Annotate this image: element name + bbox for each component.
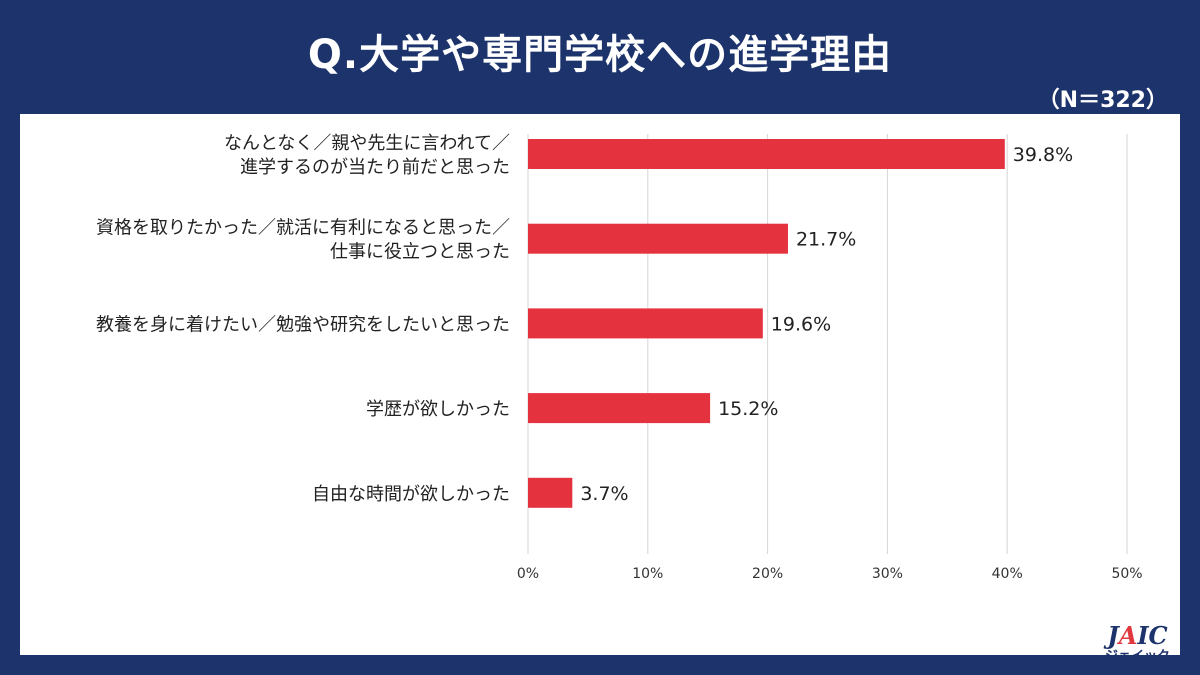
chart-panel: 0% 10% 20% 30% 40% 50% 39.8% なんとなく／親や先生に言われて／進学… (20, 114, 1180, 655)
category-label: 資格を取りたかった／就活に有利になると思った／仕事に役立つと思った (96, 218, 510, 263)
x-tick-label: 20% (752, 566, 783, 582)
category-label: なんとなく／親や先生に言われて／進学するのが当たり前だと思った (224, 133, 510, 178)
category-label: 教養を身に着けたい／勉強や研究をしたいと思った (96, 314, 510, 335)
x-tick-label: 50% (1111, 566, 1142, 582)
x-tick-label: 40% (992, 566, 1023, 582)
bar-value-label: 19.6% (771, 313, 831, 335)
bar (528, 139, 1005, 169)
logo-wordmark: JAIC (1107, 621, 1168, 650)
bar-value-label: 21.7% (796, 229, 856, 251)
bar (528, 223, 788, 254)
category-label: 学歴が欲しかった (366, 399, 510, 420)
bar-chart: 0% 10% 20% 30% 40% 50% 39.8% なんとなく／親や先生に言われて／進学… (96, 133, 1143, 582)
bar-value-label: 39.8% (1013, 144, 1073, 166)
category-label: 自由な時間が欲しかった (312, 484, 510, 505)
bar (528, 308, 763, 339)
x-tick-label: 10% (632, 566, 663, 582)
sample-size-label: （N＝322） (1037, 88, 1168, 113)
chart-title: Q.大学や専門学校への進学理由 (307, 32, 893, 78)
logo-subtext: ジェイック (1104, 649, 1170, 664)
bar-value-label: 15.2% (718, 398, 778, 420)
bar-value-label: 3.7% (580, 483, 628, 505)
bar (528, 477, 573, 508)
x-tick-label: 0% (517, 566, 539, 582)
jaic-logo: JAIC ジェイック (1105, 623, 1170, 665)
x-tick-label: 30% (872, 566, 903, 582)
bar (528, 393, 711, 424)
